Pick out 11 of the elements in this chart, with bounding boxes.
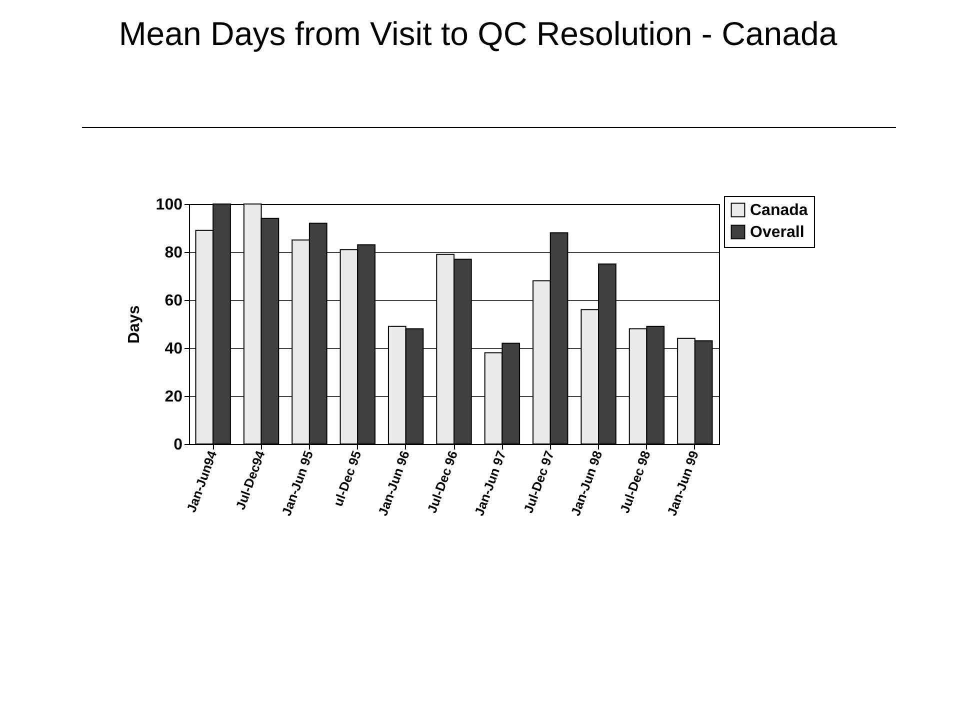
y-tick-label: 40: [164, 340, 183, 358]
x-tick-label: ul-Dec 95: [330, 448, 364, 508]
y-tick-label: 60: [164, 292, 183, 310]
y-tick-label: 100: [156, 196, 183, 214]
y-axis-title: Days: [126, 305, 143, 344]
legend-label: Overall: [750, 224, 804, 241]
y-tick-label: 80: [164, 244, 183, 262]
legend-label: Canada: [750, 202, 808, 219]
chart-title: Mean Days from Visit to QC Resolution - Canada: [118, 14, 838, 54]
y-tick-label: 20: [164, 388, 183, 406]
y-tick-label: 0: [174, 436, 183, 454]
